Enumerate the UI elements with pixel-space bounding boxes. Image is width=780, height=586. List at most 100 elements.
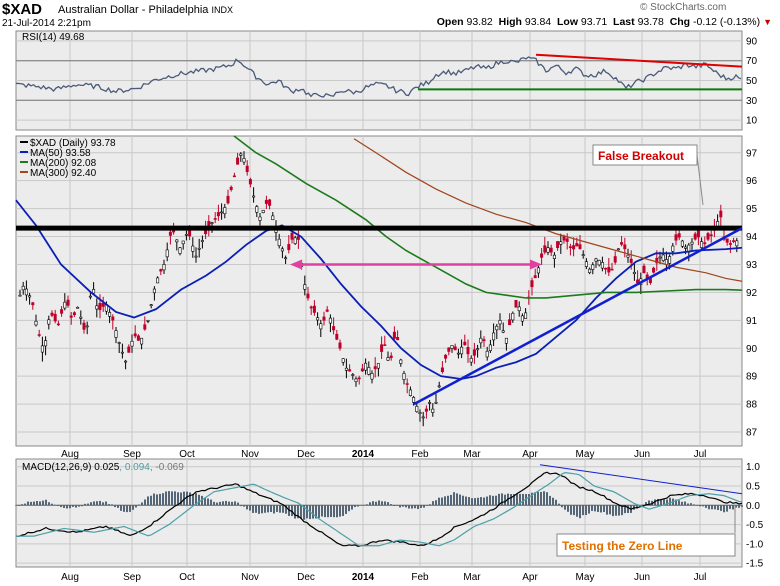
macd-histogram-bar (498, 493, 500, 506)
candle-body (661, 254, 665, 261)
candle-body (252, 195, 256, 198)
candle-body (719, 210, 723, 218)
candle-body (389, 355, 393, 359)
macd-legend-part: , -0.069 (150, 462, 184, 473)
x-tick-label: Apr (522, 572, 538, 583)
chart-header: $XAD Australian Dollar - Philadelphia IN… (0, 0, 780, 30)
macd-histogram-bar (153, 493, 155, 506)
macd-histogram-bar (141, 502, 143, 506)
candle-body (680, 240, 684, 247)
macd-legend-part: MACD(12,26,9) (22, 462, 91, 473)
candle-body (181, 240, 185, 245)
candle-body (456, 352, 460, 355)
macd-histogram-bar (111, 504, 113, 506)
macd-histogram-bar (735, 505, 737, 508)
candle-body (572, 245, 576, 250)
macd-histogram-bar (600, 505, 602, 513)
macd-histogram-bar (435, 500, 437, 506)
candle-body (236, 157, 240, 165)
macd-histogram-bar (330, 505, 332, 517)
candle-body (431, 408, 435, 413)
macd-histogram-bar (441, 497, 443, 506)
macd-histogram-bar (198, 494, 200, 506)
candle-body (76, 306, 80, 309)
candle-body (268, 199, 272, 206)
candle-body (562, 236, 566, 241)
candle-body (149, 304, 153, 306)
macd-histogram-bar (369, 502, 371, 506)
candle-body (348, 369, 352, 372)
candle-body (581, 254, 585, 256)
candle-body (290, 232, 294, 240)
macd-histogram-bar (444, 496, 446, 506)
candle-body (725, 238, 729, 243)
candle-body (447, 347, 451, 352)
candle-body (652, 267, 656, 273)
macd-histogram-bar (219, 501, 221, 506)
candle-body (50, 312, 54, 316)
uptrend-line (413, 227, 743, 406)
macd-histogram-bar (576, 505, 578, 517)
macd-histogram-bar (126, 505, 128, 513)
macd-histogram-bar (660, 499, 662, 506)
candle-body (476, 348, 480, 351)
rsi-y-tick-label: 90 (746, 36, 758, 47)
candle-body (226, 195, 230, 204)
macd-histogram-bar (279, 505, 281, 513)
candle-body (325, 309, 329, 312)
candle-body (463, 341, 467, 346)
candle-body (568, 246, 572, 248)
macd-legend: MACD(12,26,9) 0.025, 0.094, -0.069 (22, 462, 184, 473)
macd-histogram-bar (414, 505, 416, 509)
macd-histogram-bar (105, 501, 107, 506)
macd-histogram-bar (546, 492, 548, 506)
macd-histogram-bar (51, 503, 53, 506)
candle-body (472, 349, 476, 356)
macd-histogram-bar (522, 493, 524, 506)
candle-body (434, 401, 438, 404)
x-tick-label: Feb (411, 449, 429, 460)
macd-histogram-bar (615, 505, 617, 516)
macd-histogram-bar (477, 497, 479, 506)
macd-histogram-bar (468, 497, 470, 506)
candle-body (344, 367, 348, 371)
candle-body (229, 186, 233, 190)
macd-histogram-bar (180, 492, 182, 506)
candle-body (303, 284, 307, 290)
x-tick-label: 2014 (352, 449, 375, 460)
macd-histogram-bar (69, 505, 71, 509)
candle-body (392, 331, 396, 339)
macd-histogram-bar (711, 505, 713, 510)
macd-histogram-bar (177, 492, 179, 506)
legend-swatch (20, 161, 28, 163)
macd-histogram-bar (258, 505, 260, 514)
macd-legend-part: 0.025 (91, 462, 119, 473)
macd-histogram-bar (399, 505, 401, 508)
macd-histogram-bar (264, 505, 266, 513)
macd-histogram-bar (423, 505, 425, 508)
macd-histogram-bar (729, 505, 731, 509)
candle-body (591, 264, 595, 270)
candle-body (175, 239, 179, 243)
candle-body (143, 324, 147, 330)
x-tick-label: Nov (241, 572, 259, 583)
macd-histogram-bar (675, 499, 677, 506)
macd-histogram-bar (564, 505, 566, 510)
candle-body (277, 238, 281, 247)
macd-histogram-bar (678, 500, 680, 506)
macd-histogram-bar (396, 505, 398, 506)
macd-histogram-bar (249, 505, 251, 511)
macd-histogram-bar (534, 492, 536, 506)
candle-body (124, 360, 128, 363)
macd-histogram-bar (531, 492, 533, 506)
candle-body (444, 354, 448, 359)
candle-body (421, 416, 425, 419)
candle-body (543, 245, 547, 253)
macd-histogram-bar (66, 505, 68, 509)
macd-histogram-bar (36, 500, 38, 506)
macd-histogram-bar (351, 505, 353, 510)
macd-histogram-bar (333, 505, 335, 518)
macd-histogram-bar (645, 502, 647, 506)
macd-histogram-bar (687, 503, 689, 506)
macd-histogram-bar (483, 497, 485, 506)
